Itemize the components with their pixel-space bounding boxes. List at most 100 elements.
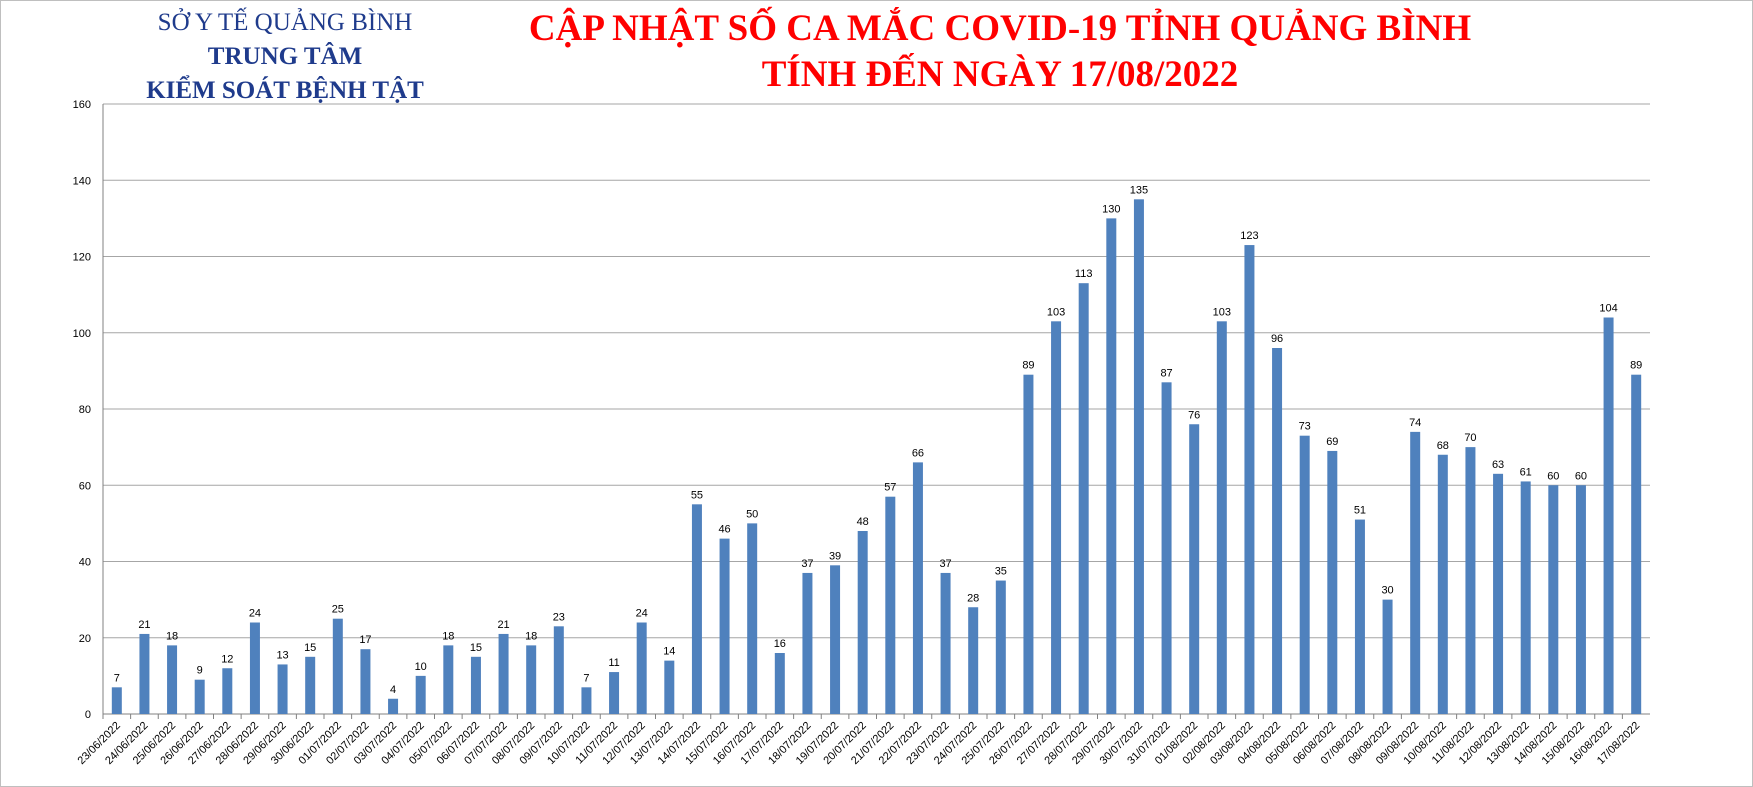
- bar: [388, 698, 399, 714]
- y-tick-label: 40: [79, 557, 91, 569]
- y-tick-label: 80: [79, 404, 91, 416]
- bar: [1023, 374, 1034, 714]
- bar: [553, 626, 564, 714]
- data-label: 61: [1520, 466, 1532, 478]
- bar: [995, 580, 1006, 714]
- bar: [415, 675, 426, 714]
- data-label: 4: [390, 684, 396, 696]
- bar: [1216, 321, 1227, 714]
- bar: [1133, 199, 1144, 714]
- data-label: 24: [636, 608, 648, 620]
- bar: [1354, 519, 1365, 714]
- bar: [1051, 321, 1062, 714]
- data-label: 48: [857, 516, 869, 528]
- bar: [1437, 454, 1448, 714]
- bar: [526, 645, 537, 714]
- y-tick-label: 120: [73, 252, 91, 264]
- bar: [1189, 424, 1200, 714]
- bar: [857, 531, 868, 714]
- y-tick-label: 0: [85, 709, 91, 721]
- data-label: 13: [276, 649, 288, 661]
- bar: [443, 645, 454, 714]
- data-label: 113: [1075, 268, 1093, 280]
- data-label: 16: [774, 638, 786, 650]
- bar: [360, 649, 371, 714]
- data-label: 89: [1022, 360, 1034, 372]
- data-label: 10: [415, 661, 427, 673]
- data-label: 18: [442, 630, 454, 642]
- bar: [167, 645, 178, 714]
- data-label: 30: [1381, 585, 1393, 597]
- data-label: 51: [1354, 505, 1366, 517]
- bar: [1603, 317, 1614, 714]
- bar: [636, 622, 647, 714]
- bar: [1106, 218, 1117, 714]
- bar: [1575, 485, 1586, 714]
- data-label: 14: [663, 646, 675, 658]
- org-header: SỞ Y TẾ QUẢNG BÌNH TRUNG TÂM KIỂM SOÁT B…: [95, 6, 475, 108]
- bar: [1299, 435, 1310, 714]
- data-label: 18: [525, 630, 537, 642]
- bar: [222, 668, 233, 714]
- data-label: 73: [1299, 421, 1311, 433]
- data-label: 69: [1326, 436, 1338, 448]
- data-label: 130: [1102, 203, 1120, 215]
- y-tick-label: 20: [79, 633, 91, 645]
- bar: [885, 496, 896, 714]
- bar: [1548, 485, 1559, 714]
- data-label: 15: [304, 642, 316, 654]
- y-tick-label: 160: [73, 99, 91, 111]
- bar: [1493, 473, 1504, 714]
- bar: [802, 572, 813, 714]
- data-label: 21: [497, 619, 509, 631]
- chart-title-line-1: CẬP NHẬT SỐ CA MẮC COVID-19 TỈNH QUẢNG B…: [528, 8, 1472, 49]
- bar: [968, 607, 979, 714]
- bar: [1520, 481, 1531, 714]
- bar: [470, 656, 481, 714]
- bar: [194, 679, 205, 714]
- data-label: 60: [1547, 470, 1559, 482]
- org-line-1: SỞ Y TẾ QUẢNG BÌNH: [157, 9, 413, 36]
- y-tick-label: 100: [73, 328, 91, 340]
- data-label: 9: [197, 665, 203, 677]
- data-label: 28: [967, 592, 979, 604]
- bar: [719, 538, 730, 714]
- data-label: 18: [166, 630, 178, 642]
- bar: [912, 462, 923, 714]
- data-label: 74: [1409, 417, 1421, 429]
- bar: [111, 687, 122, 714]
- bar: [581, 687, 592, 714]
- y-tick-label: 60: [79, 480, 91, 492]
- data-label: 66: [912, 447, 924, 459]
- bar: [498, 633, 509, 714]
- bar: [1465, 447, 1476, 714]
- bar: [305, 656, 316, 714]
- bar: [940, 572, 951, 714]
- data-label: 76: [1188, 409, 1200, 421]
- bar: [1410, 431, 1421, 714]
- data-label: 63: [1492, 459, 1504, 471]
- data-label: 96: [1271, 333, 1283, 345]
- data-label: 60: [1575, 470, 1587, 482]
- data-label: 103: [1047, 306, 1065, 318]
- bar: [1327, 450, 1338, 714]
- bar: [1631, 374, 1642, 714]
- bar: [277, 664, 288, 714]
- data-label: 57: [884, 482, 896, 494]
- bar: [1272, 348, 1283, 714]
- data-label: 21: [138, 619, 150, 631]
- data-label: 17: [359, 634, 371, 646]
- chart-title: CẬP NHẬT SỐ CA MẮC COVID-19 TỈNH QUẢNG B…: [470, 6, 1530, 98]
- data-label: 68: [1437, 440, 1449, 452]
- bar: [774, 653, 785, 714]
- data-label: 103: [1213, 306, 1231, 318]
- data-label: 11: [608, 657, 619, 669]
- data-label: 37: [939, 558, 951, 570]
- bar: [139, 633, 150, 714]
- data-label: 135: [1130, 184, 1148, 196]
- bar: [747, 523, 758, 714]
- bar: [830, 565, 841, 714]
- bar: [332, 618, 343, 714]
- bar: [1161, 382, 1172, 714]
